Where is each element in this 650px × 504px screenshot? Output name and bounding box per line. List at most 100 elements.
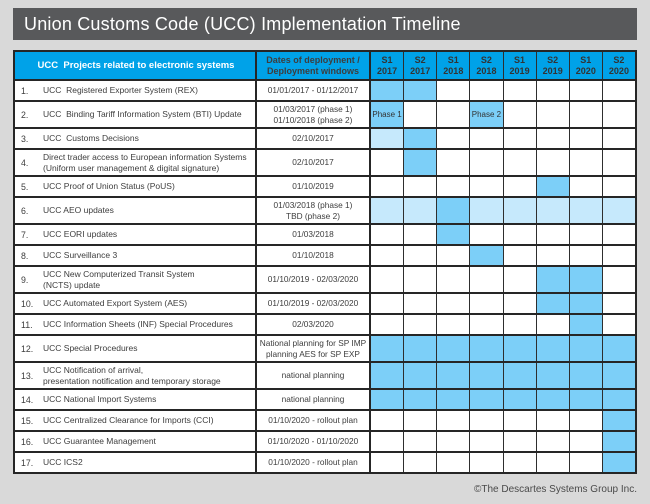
project-label: Direct trader access to European informa… [43, 152, 247, 173]
project-cell: 7. UCC EORI updates [15, 225, 255, 244]
timeline-cell [535, 198, 569, 223]
project-cell: 1. UCC Registered Exporter System (REX) [15, 81, 255, 100]
timeline-cell [403, 267, 436, 292]
timeline-cell [403, 129, 437, 148]
timeline-cell [469, 294, 502, 313]
timeline-cell [535, 102, 569, 127]
row-number: 2. [21, 109, 29, 120]
timeline-cell [502, 177, 536, 196]
timeline-cell [601, 294, 635, 313]
timeline-cell [469, 363, 503, 388]
timeline-cell [403, 81, 437, 100]
timeline-cell [469, 267, 502, 292]
timeline-cell [568, 129, 602, 148]
timeline-cell [436, 294, 469, 313]
project-label: UCC Special Procedures [43, 343, 138, 354]
table-row: 10. UCC Automated Export System (AES) 01/1… [15, 292, 635, 313]
timeline-cell [369, 336, 404, 361]
project-cell: 14. UCC National Import Systems [15, 390, 255, 409]
column-header-semester: S2 2017 [403, 52, 436, 79]
timeline-cell [403, 390, 437, 409]
project-label: UCC New Computerized Transit System (NCT… [43, 269, 195, 290]
timeline-cell [469, 129, 502, 148]
column-header-dates: Dates of deployment / Deployment windows [255, 52, 369, 79]
timeline-cell [403, 102, 436, 127]
timeline-cell [469, 225, 502, 244]
table-row: 16. UCC Guarantee Management 01/10/2020 - … [15, 430, 635, 451]
timeline-cell [568, 390, 602, 409]
timeline-cell [369, 294, 403, 313]
timeline-cell [535, 177, 569, 196]
column-header-semester: S1 2017 [369, 52, 403, 79]
header-row: UCC Projects related to electronic syste… [15, 52, 635, 79]
timeline-cell [601, 129, 635, 148]
dates-cell: 01/10/2019 [255, 177, 369, 196]
timeline-cell [568, 336, 602, 361]
project-cell: 3. UCC Customs Decisions [15, 129, 255, 148]
timeline-cell [469, 150, 502, 175]
dates-cell: 01/10/2020 - rollout plan [255, 453, 369, 472]
project-label: UCC Centralized Clearance for Imports (C… [43, 415, 214, 426]
table-row: 15. UCC Centralized Clearance for Imports… [15, 409, 635, 430]
timeline-cell [436, 363, 470, 388]
dates-cell: 01/10/2018 [255, 246, 369, 265]
project-label: UCC Automated Export System (AES) [43, 298, 188, 309]
column-header-semester: S2 2020 [601, 52, 635, 79]
project-cell: 15. UCC Centralized Clearance for Imports… [15, 411, 255, 430]
timeline-cell [369, 129, 404, 148]
table-row: 6. UCC AEO updates 01/03/2018 (phase 1) TB… [15, 196, 635, 223]
timeline-cell [568, 225, 602, 244]
timeline-cell [535, 453, 569, 472]
table-row: 12. UCC Special Procedures National planni… [15, 334, 635, 361]
timeline-cell [403, 177, 436, 196]
dates-cell: national planning [255, 390, 369, 409]
project-label: UCC Proof of Union Status (PoUS) [43, 181, 175, 192]
timeline-cell [502, 336, 536, 361]
dates-cell: 01/10/2019 - 02/03/2020 [255, 267, 369, 292]
timeline-cell [469, 177, 502, 196]
timeline-cell [568, 246, 602, 265]
timeline-cell [535, 150, 569, 175]
column-header-semester: S2 2018 [469, 52, 502, 79]
table-row: 17. UCC ICS2 01/10/2020 - rollout plan [15, 451, 635, 472]
timeline-cell [436, 198, 470, 223]
title-bar: Union Customs Code (UCC) Implementation … [13, 8, 637, 40]
timeline-cell [601, 81, 635, 100]
row-number: 1. [21, 85, 29, 96]
timeline-cell [403, 246, 436, 265]
timeline-cell [535, 267, 569, 292]
timeline-cell [535, 336, 569, 361]
timeline-cell [568, 315, 602, 334]
timeline-cell [469, 315, 502, 334]
table-row: 5. UCC Proof of Union Status (PoUS) 01/10/… [15, 175, 635, 196]
timeline-cell [568, 81, 602, 100]
timeline-cell [502, 129, 536, 148]
project-cell: 8. UCC Surveillance 3 [15, 246, 255, 265]
timeline-cell [436, 453, 469, 472]
timeline-cell [369, 363, 404, 388]
project-label: UCC Notification of arrival, presentatio… [43, 365, 221, 386]
dates-cell: 01/01/2017 - 01/12/2017 [255, 81, 369, 100]
timeline-cell [601, 198, 635, 223]
timeline-cell [369, 225, 403, 244]
timeline-cell [568, 294, 602, 313]
timeline-cell [502, 363, 536, 388]
timeline-cell [469, 411, 502, 430]
timeline-cell [502, 81, 536, 100]
table-row: 4. Direct trader access to European infor… [15, 148, 635, 175]
table-row: 9. UCC New Computerized Transit System (N… [15, 265, 635, 292]
timeline-cell [535, 246, 569, 265]
timeline-cell [502, 150, 536, 175]
timeline-cell [568, 453, 602, 472]
timeline-cell [469, 336, 503, 361]
timeline-cell [436, 267, 469, 292]
timeline-cell [403, 336, 437, 361]
timeline-cell [601, 177, 635, 196]
timeline-cell [535, 315, 569, 334]
row-number: 16. [21, 436, 34, 447]
timeline-cell [568, 363, 602, 388]
row-number: 17. [21, 457, 34, 468]
dates-cell: 01/10/2019 - 02/03/2020 [255, 294, 369, 313]
project-cell: 6. UCC AEO updates [15, 198, 255, 223]
